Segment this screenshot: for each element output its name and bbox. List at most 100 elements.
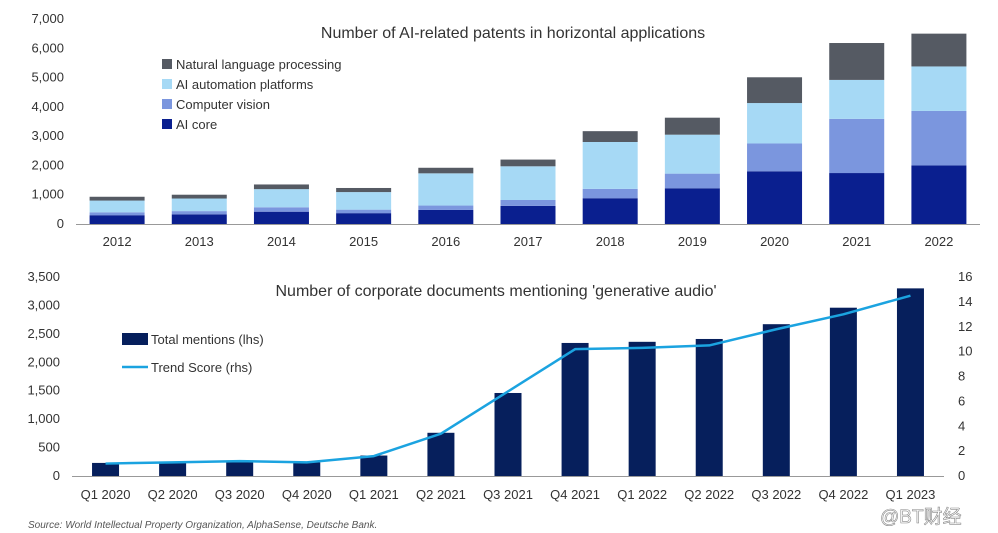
- x-tick-label: Q2 2020: [148, 487, 198, 502]
- right-y-tick-label: 12: [958, 319, 972, 334]
- bar-segment: [911, 110, 967, 166]
- bar-segment: [89, 215, 145, 224]
- bar-segment: [500, 166, 556, 200]
- y-tick-label: 1,000: [31, 187, 64, 202]
- bar-segment: [911, 33, 967, 67]
- legend-label: Natural language processing: [176, 57, 342, 72]
- watermark: @BT财经: [880, 506, 962, 528]
- x-tick-label: 2021: [842, 234, 871, 249]
- bar-segment: [89, 200, 145, 213]
- mentions-bar: [762, 324, 790, 476]
- left-y-tick-label: 2,000: [27, 354, 60, 369]
- bar-segment: [829, 173, 885, 224]
- legend-swatch: [162, 79, 172, 89]
- bar-segment: [582, 188, 638, 199]
- bar-segment: [336, 209, 392, 214]
- bar-segment: [253, 189, 309, 208]
- y-tick-label: 6,000: [31, 40, 64, 55]
- x-tick-label: Q3 2022: [751, 487, 801, 502]
- bar-segment: [829, 79, 885, 119]
- x-tick-label: Q1 2022: [617, 487, 667, 502]
- bar-segment: [418, 209, 474, 224]
- x-tick-label: Q1 2023: [886, 487, 936, 502]
- x-tick-label: Q3 2020: [215, 487, 265, 502]
- legend-label: Computer vision: [176, 97, 270, 112]
- x-tick-label: Q4 2021: [550, 487, 600, 502]
- mentions-bar: [92, 462, 120, 476]
- bar-segment: [418, 205, 474, 210]
- bar-segment: [582, 131, 638, 142]
- x-tick-label: 2020: [760, 234, 789, 249]
- right-y-tick-label: 14: [958, 294, 972, 309]
- bar-segment: [418, 167, 474, 174]
- x-tick-label: Q2 2022: [684, 487, 734, 502]
- bar-segment: [418, 173, 474, 206]
- bar-segment: [89, 212, 145, 216]
- left-y-tick-label: 0: [53, 468, 60, 483]
- x-tick-label: 2014: [267, 234, 296, 249]
- bar-segment: [664, 117, 720, 135]
- legend-label: Trend Score (rhs): [151, 360, 252, 375]
- bar-segment: [911, 165, 967, 224]
- x-tick-label: Q3 2021: [483, 487, 533, 502]
- legend-swatch-bar: [122, 333, 148, 345]
- right-y-tick-label: 4: [958, 418, 965, 433]
- left-y-tick-label: 500: [38, 440, 60, 455]
- generative-audio-chart-title: Number of corporate documents mentioning…: [275, 283, 716, 300]
- bar-segment: [911, 66, 967, 111]
- x-tick-label: 2019: [678, 234, 707, 249]
- bar-segment: [747, 77, 803, 104]
- bar-segment: [171, 211, 227, 215]
- bar-segment: [336, 192, 392, 210]
- legend-label: AI core: [176, 117, 217, 132]
- mentions-bar: [293, 462, 321, 476]
- left-y-tick-label: 3,500: [27, 269, 60, 284]
- x-tick-label: 2018: [596, 234, 625, 249]
- mentions-bar: [226, 461, 254, 476]
- legend-swatch: [162, 99, 172, 109]
- bar-segment: [171, 194, 227, 199]
- mentions-bar: [427, 432, 455, 476]
- mentions-bar: [628, 341, 656, 476]
- bar-segment: [253, 211, 309, 224]
- bar-segment: [336, 213, 392, 224]
- bar-segment: [664, 188, 720, 224]
- y-tick-label: 2,000: [31, 157, 64, 172]
- right-y-tick-label: 16: [958, 269, 972, 284]
- mentions-bar: [360, 455, 388, 476]
- bar-segment: [829, 43, 885, 80]
- x-tick-label: 2015: [349, 234, 378, 249]
- left-y-tick-label: 1,000: [27, 411, 60, 426]
- bar-segment: [747, 143, 803, 172]
- legend-swatch: [162, 59, 172, 69]
- x-tick-label: Q4 2022: [818, 487, 868, 502]
- y-tick-label: 7,000: [31, 11, 64, 26]
- y-tick-label: 5,000: [31, 70, 64, 85]
- bar-segment: [664, 134, 720, 174]
- bar-segment: [664, 173, 720, 189]
- bar-segment: [747, 171, 803, 224]
- left-y-tick-label: 1,500: [27, 383, 60, 398]
- legend-label: AI automation platforms: [176, 77, 314, 92]
- bar-segment: [253, 184, 309, 190]
- right-y-tick-label: 2: [958, 443, 965, 458]
- x-tick-label: 2013: [185, 234, 214, 249]
- y-tick-label: 4,000: [31, 99, 64, 114]
- x-tick-label: Q1 2021: [349, 487, 399, 502]
- bar-segment: [336, 187, 392, 193]
- right-y-tick-label: 10: [958, 344, 972, 359]
- bar-segment: [89, 196, 145, 201]
- right-y-tick-label: 0: [958, 468, 965, 483]
- legend-swatch: [162, 119, 172, 129]
- bar-segment: [829, 118, 885, 174]
- source-note: Source: World Intellectual Property Orga…: [28, 520, 377, 531]
- trend-score-line: [105, 294, 911, 465]
- mentions-bar: [829, 307, 857, 476]
- bar-segment: [747, 103, 803, 144]
- mentions-bar: [159, 462, 187, 476]
- x-tick-label: 2022: [924, 234, 953, 249]
- right-y-tick-label: 6: [958, 393, 965, 408]
- x-tick-label: 2016: [431, 234, 460, 249]
- bar-segment: [171, 198, 227, 212]
